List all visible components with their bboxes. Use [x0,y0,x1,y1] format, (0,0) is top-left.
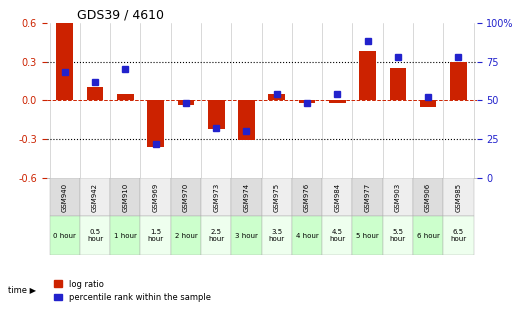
FancyBboxPatch shape [262,216,292,255]
Text: 4 hour: 4 hour [296,233,319,239]
Text: 1 hour: 1 hour [114,233,137,239]
Bar [329,100,346,103]
Text: 5.5
hour: 5.5 hour [390,229,406,242]
Text: GSM969: GSM969 [153,182,159,212]
FancyBboxPatch shape [352,178,383,216]
Legend: log ratio, percentile rank within the sample: log ratio, percentile rank within the sa… [51,276,214,305]
Text: 5 hour: 5 hour [356,233,379,239]
Bar [208,100,224,129]
Text: GSM977: GSM977 [365,182,370,212]
FancyBboxPatch shape [201,178,232,216]
FancyBboxPatch shape [443,178,473,216]
FancyBboxPatch shape [292,216,322,255]
FancyBboxPatch shape [232,216,262,255]
Bar [268,94,285,100]
Text: 6.5
hour: 6.5 hour [450,229,466,242]
FancyBboxPatch shape [80,216,110,255]
FancyBboxPatch shape [110,178,140,216]
Text: GSM975: GSM975 [274,182,280,212]
FancyBboxPatch shape [352,216,383,255]
Bar [56,23,73,100]
FancyBboxPatch shape [80,178,110,216]
FancyBboxPatch shape [201,216,232,255]
Text: 3.5
hour: 3.5 hour [269,229,285,242]
FancyBboxPatch shape [110,216,140,255]
Text: GSM910: GSM910 [122,182,128,212]
Bar [390,68,406,100]
Text: GSM973: GSM973 [213,182,219,212]
Text: GSM903: GSM903 [395,182,401,212]
FancyBboxPatch shape [140,178,171,216]
Text: time ▶: time ▶ [8,285,36,294]
Text: 0.5
hour: 0.5 hour [87,229,103,242]
Text: 6 hour: 6 hour [416,233,440,239]
FancyBboxPatch shape [383,216,413,255]
FancyBboxPatch shape [322,178,352,216]
Text: GSM940: GSM940 [62,182,68,212]
Text: GSM942: GSM942 [92,182,98,212]
Bar [299,100,315,103]
Text: 0 hour: 0 hour [53,233,76,239]
Text: GSM984: GSM984 [334,182,340,212]
Bar [117,94,134,100]
Text: 3 hour: 3 hour [235,233,258,239]
FancyBboxPatch shape [383,178,413,216]
Text: GSM906: GSM906 [425,182,431,212]
Text: GSM970: GSM970 [183,182,189,212]
FancyBboxPatch shape [413,178,443,216]
Text: 1.5
hour: 1.5 hour [148,229,164,242]
Bar [420,100,437,107]
Text: GDS39 / 4610: GDS39 / 4610 [77,9,164,22]
Text: 2 hour: 2 hour [175,233,197,239]
FancyBboxPatch shape [413,216,443,255]
FancyBboxPatch shape [140,216,171,255]
Text: GSM976: GSM976 [304,182,310,212]
FancyBboxPatch shape [50,178,80,216]
Bar [178,100,194,105]
Bar [359,51,376,100]
Bar [450,61,467,100]
FancyBboxPatch shape [292,178,322,216]
Text: 2.5
hour: 2.5 hour [208,229,224,242]
FancyBboxPatch shape [171,178,201,216]
Text: 4.5
hour: 4.5 hour [329,229,346,242]
Text: GSM985: GSM985 [455,182,462,212]
FancyBboxPatch shape [443,216,473,255]
Text: GSM974: GSM974 [243,182,250,212]
FancyBboxPatch shape [262,178,292,216]
FancyBboxPatch shape [232,178,262,216]
Bar [87,87,104,100]
FancyBboxPatch shape [171,216,201,255]
Bar [238,100,255,140]
FancyBboxPatch shape [322,216,352,255]
Bar [147,100,164,147]
FancyBboxPatch shape [50,216,80,255]
